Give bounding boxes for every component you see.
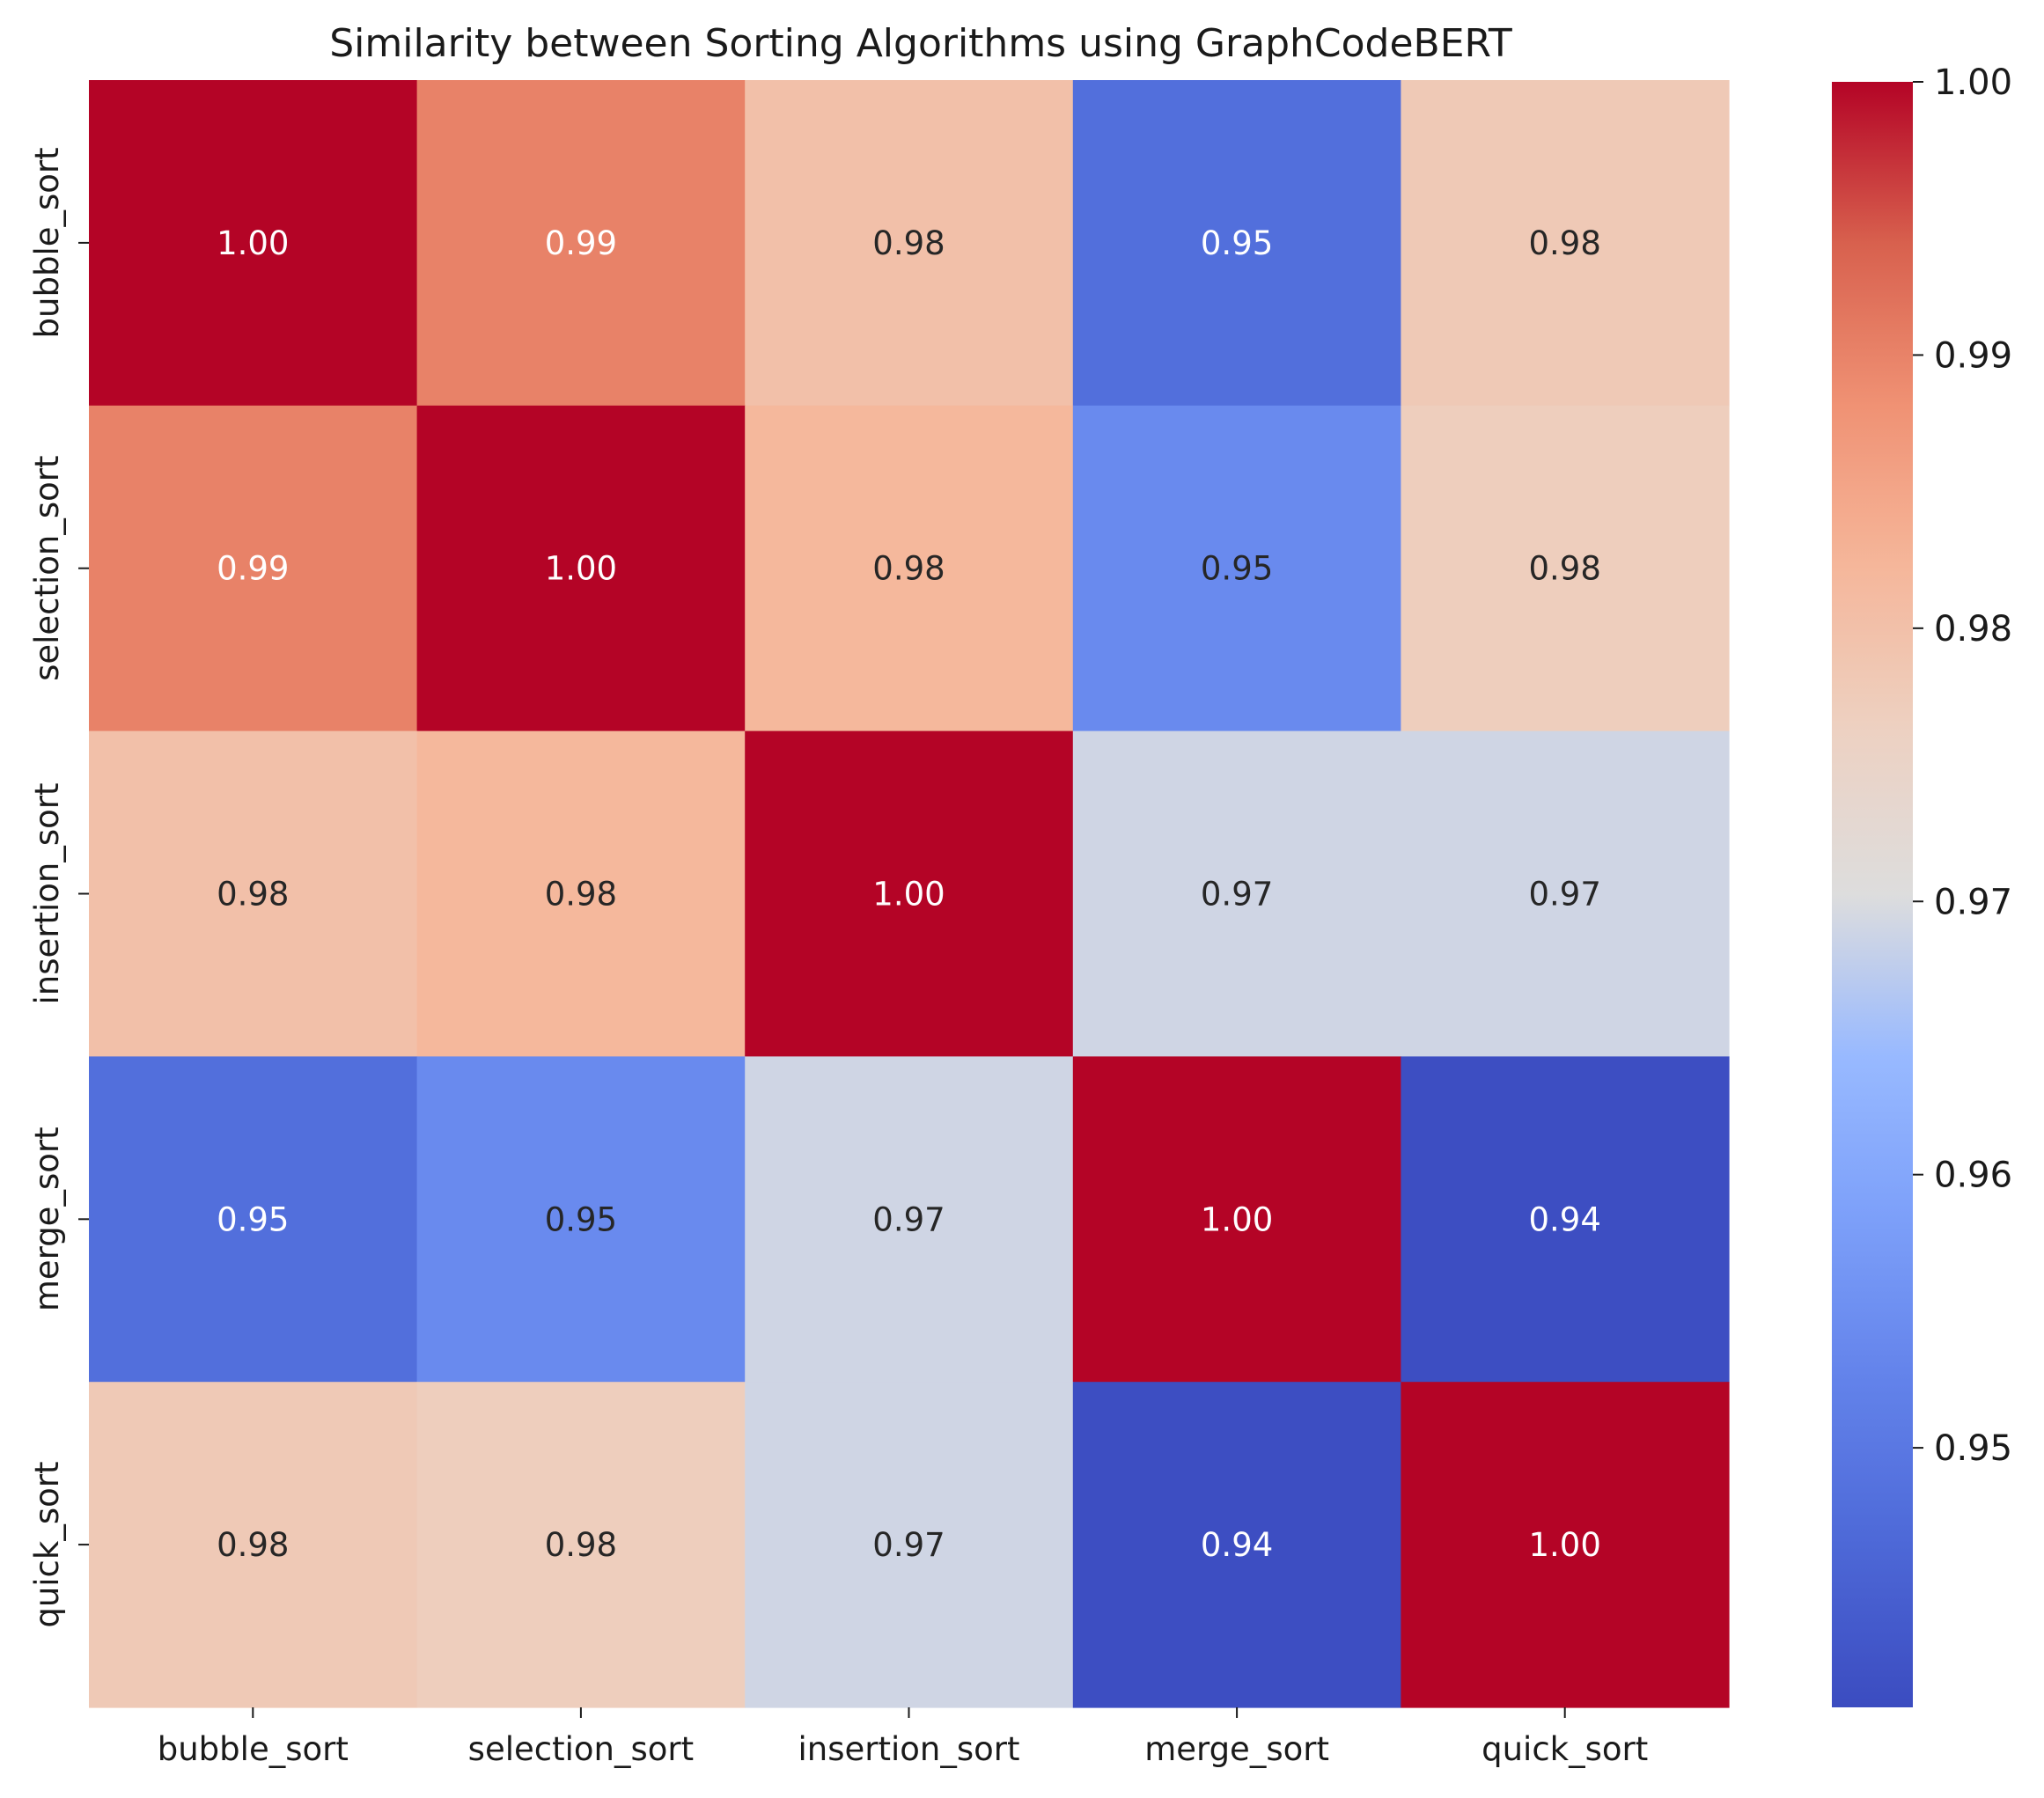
heatmap-cell xyxy=(89,80,418,407)
cell-annotation: 0.94 xyxy=(1529,1200,1601,1238)
x-tick-label: merge_sort xyxy=(1144,1730,1329,1768)
y-axis: bubble_sort selection_sort insertion_sortm… xyxy=(28,147,89,1628)
cell-annotation: 0.94 xyxy=(1201,1526,1273,1564)
cell-annotation: 0.98 xyxy=(545,876,617,914)
heatmap-cell xyxy=(1072,80,1401,407)
heatmap-cell xyxy=(1401,80,1730,407)
cell-annotation: 0.95 xyxy=(217,1200,289,1238)
heatmap-cell xyxy=(1072,405,1401,732)
x-axis: bubble_sort selection_sort insertion_sort m… xyxy=(158,1707,1648,1768)
cell-annotation: 0.99 xyxy=(217,550,289,588)
cell-annotation: 1.00 xyxy=(872,876,945,914)
cell-annotation: 1.00 xyxy=(1529,1526,1601,1564)
y-tick-label: insertion_sort xyxy=(28,783,66,1005)
heatmap-cell xyxy=(89,1056,418,1383)
heatmap-cells xyxy=(89,80,1730,1708)
colorbar: 1.00 0.99 0.98 0.97 0.96 0.95 xyxy=(1832,62,2012,1707)
colorbar-tick-label: 1.00 xyxy=(1934,62,2012,103)
x-tick-label: bubble_sort xyxy=(158,1730,349,1768)
cell-annotations: 1.00 0.99 0.98 0.95 0.98 0.99 1.00 0.98 0.95 0.98… xyxy=(217,224,1601,1564)
heatmap-cell xyxy=(745,1382,1074,1708)
colorbar-tick-label: 0.99 xyxy=(1934,335,2012,376)
cell-annotation: 0.95 xyxy=(1201,550,1273,588)
heatmap-cell xyxy=(1072,730,1401,1057)
cell-annotation: 0.95 xyxy=(545,1200,617,1238)
heatmap-cell xyxy=(745,80,1074,407)
heatmap-cell xyxy=(89,1382,418,1708)
heatmap-cell xyxy=(89,405,418,732)
cell-annotation: 0.98 xyxy=(1529,550,1601,588)
cell-annotation: 0.97 xyxy=(1529,876,1601,914)
heatmap-cell xyxy=(416,405,746,732)
cell-annotation: 0.98 xyxy=(217,1526,289,1564)
cell-annotation: 0.97 xyxy=(872,1526,945,1564)
colorbar-tick-label: 0.97 xyxy=(1934,882,2012,922)
heatmap-cell xyxy=(1072,1056,1401,1383)
heatmap-cell xyxy=(1072,1382,1401,1708)
colorbar-tick-label: 0.96 xyxy=(1934,1156,2012,1196)
cell-annotation: 0.98 xyxy=(872,550,945,588)
y-tick-label: selection_sort xyxy=(28,455,66,680)
cell-annotation: 0.97 xyxy=(1201,876,1273,914)
heatmap-cell xyxy=(416,1382,746,1708)
cell-annotation: 0.98 xyxy=(217,876,289,914)
heatmap-cell xyxy=(416,730,746,1057)
cell-annotation: 0.95 xyxy=(1201,224,1273,262)
cell-annotation: 1.00 xyxy=(1201,1200,1273,1238)
y-tick-label: merge_sort xyxy=(28,1127,66,1311)
y-tick-label: bubble_sort xyxy=(28,147,66,338)
y-tick-label: quick_sort xyxy=(28,1462,66,1628)
heatmap-cell xyxy=(745,730,1074,1057)
heatmap-cell xyxy=(745,405,1074,732)
colorbar-gradient xyxy=(1832,82,1913,1707)
heatmap-cell xyxy=(1401,730,1730,1057)
x-tick-label: insertion_sort xyxy=(798,1730,1020,1768)
x-tick-label: quick_sort xyxy=(1482,1730,1648,1768)
heatmap-cell xyxy=(1401,405,1730,732)
heatmap-cell xyxy=(745,1056,1074,1383)
colorbar-tick-label: 0.98 xyxy=(1934,609,2012,649)
x-tick-label: selection_sort xyxy=(468,1730,694,1768)
heatmap-cell xyxy=(1401,1382,1730,1708)
cell-annotation: 0.98 xyxy=(872,224,945,262)
heatmap-cell xyxy=(89,730,418,1057)
cell-annotation: 1.00 xyxy=(217,224,289,262)
heatmap-cell xyxy=(416,80,746,407)
heatmap-cell xyxy=(1401,1056,1730,1383)
colorbar-tick-label: 0.95 xyxy=(1934,1428,2012,1469)
chart-title: Similarity between Sorting Algorithms us… xyxy=(329,21,1512,66)
cell-annotation: 0.98 xyxy=(1529,224,1601,262)
cell-annotation: 0.99 xyxy=(545,224,617,262)
cell-annotation: 0.98 xyxy=(545,1526,617,1564)
cell-annotation: 1.00 xyxy=(545,550,617,588)
cell-annotation: 0.97 xyxy=(872,1200,945,1238)
heatmap-cell xyxy=(416,1056,746,1383)
